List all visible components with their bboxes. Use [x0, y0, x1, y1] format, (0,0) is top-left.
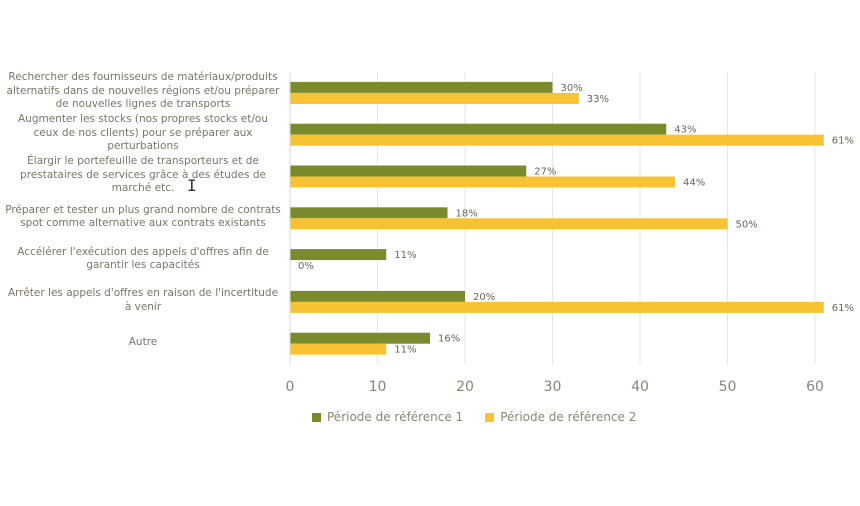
data-label-series-1-cat-7: 16% — [438, 334, 460, 345]
category-label: Accélérer l'exécution des appels d'offre… — [17, 245, 269, 272]
category-label: Élargir le portefeuille de transporteurs… — [20, 155, 266, 194]
category-label: Autre — [128, 335, 158, 348]
x-tick-label: 40 — [631, 379, 649, 395]
data-label-series-1-cat-4: 18% — [456, 208, 478, 219]
data-label-series-2-cat-6: 61% — [832, 303, 854, 314]
legend-item-series-1: Période de référence 1 — [312, 410, 463, 424]
category-label: Préparer et tester un plus grand nombre … — [5, 203, 281, 230]
bar-series-1-cat-2 — [290, 123, 667, 135]
x-tick-label: 20 — [456, 379, 474, 395]
category-label: Augmenter les stocks (nos propres stocks… — [18, 113, 268, 153]
legend-label-series-2: Période de référence 2 — [500, 410, 637, 424]
bar-series-1-cat-4 — [290, 207, 448, 219]
x-tick-label: 0 — [286, 379, 295, 395]
bar-series-1-cat-7 — [290, 332, 430, 344]
data-label-series-1-cat-5: 11% — [394, 250, 416, 261]
data-label-series-2-cat-3: 44% — [683, 178, 705, 189]
legend-swatch-series-2 — [485, 412, 495, 422]
bar-series-1-cat-3 — [290, 165, 527, 177]
bar-series-2-cat-6 — [290, 301, 824, 313]
bar-series-2-cat-3 — [290, 176, 675, 188]
bar-series-2-cat-1 — [290, 92, 579, 104]
data-label-series-2-cat-5: 0% — [298, 261, 314, 272]
text-cursor-icon: I — [187, 176, 197, 195]
bar-series-1-cat-6 — [290, 290, 465, 302]
x-axis-ticks: 0 10 20 30 40 50 60 — [286, 379, 824, 395]
data-label-series-1-cat-1: 30% — [561, 83, 583, 94]
data-label-series-2-cat-2: 61% — [832, 136, 854, 147]
legend: Période de référence 1 Période de référe… — [312, 410, 658, 424]
category-label: Arrêter les appels d'offres en raison de… — [7, 287, 279, 313]
bar-series-2-cat-4 — [290, 218, 728, 230]
x-tick-label: 50 — [719, 379, 737, 395]
legend-item-series-2: Période de référence 2 — [485, 410, 636, 424]
bars — [290, 81, 824, 355]
data-label-series-2-cat-7: 11% — [394, 345, 416, 356]
data-labels: 30% 33% 43% 61% 27% 44% 18% 50% 11% 0% 20% 61% 16% 11… — [298, 83, 854, 356]
gridlines — [377, 72, 816, 364]
data-label-series-1-cat-2: 43% — [674, 125, 696, 136]
bar-series-2-cat-7 — [290, 343, 387, 355]
data-label-series-1-cat-6: 20% — [473, 292, 495, 303]
x-tick-label: 10 — [369, 379, 387, 395]
legend-swatch-series-1 — [312, 412, 321, 422]
data-label-series-1-cat-3: 27% — [534, 167, 556, 178]
category-label: Rechercher des fournisseurs de matériaux… — [6, 71, 280, 111]
bar-series-2-cat-2 — [290, 134, 824, 146]
data-label-series-2-cat-4: 50% — [736, 219, 758, 230]
x-tick-label: 60 — [806, 379, 824, 395]
x-tick-label: 30 — [544, 379, 562, 395]
bar-series-1-cat-5 — [290, 249, 387, 261]
bar-series-1-cat-1 — [290, 81, 553, 93]
data-label-series-2-cat-1: 33% — [587, 94, 609, 105]
legend-label-series-1: Période de référence 1 — [327, 410, 464, 424]
